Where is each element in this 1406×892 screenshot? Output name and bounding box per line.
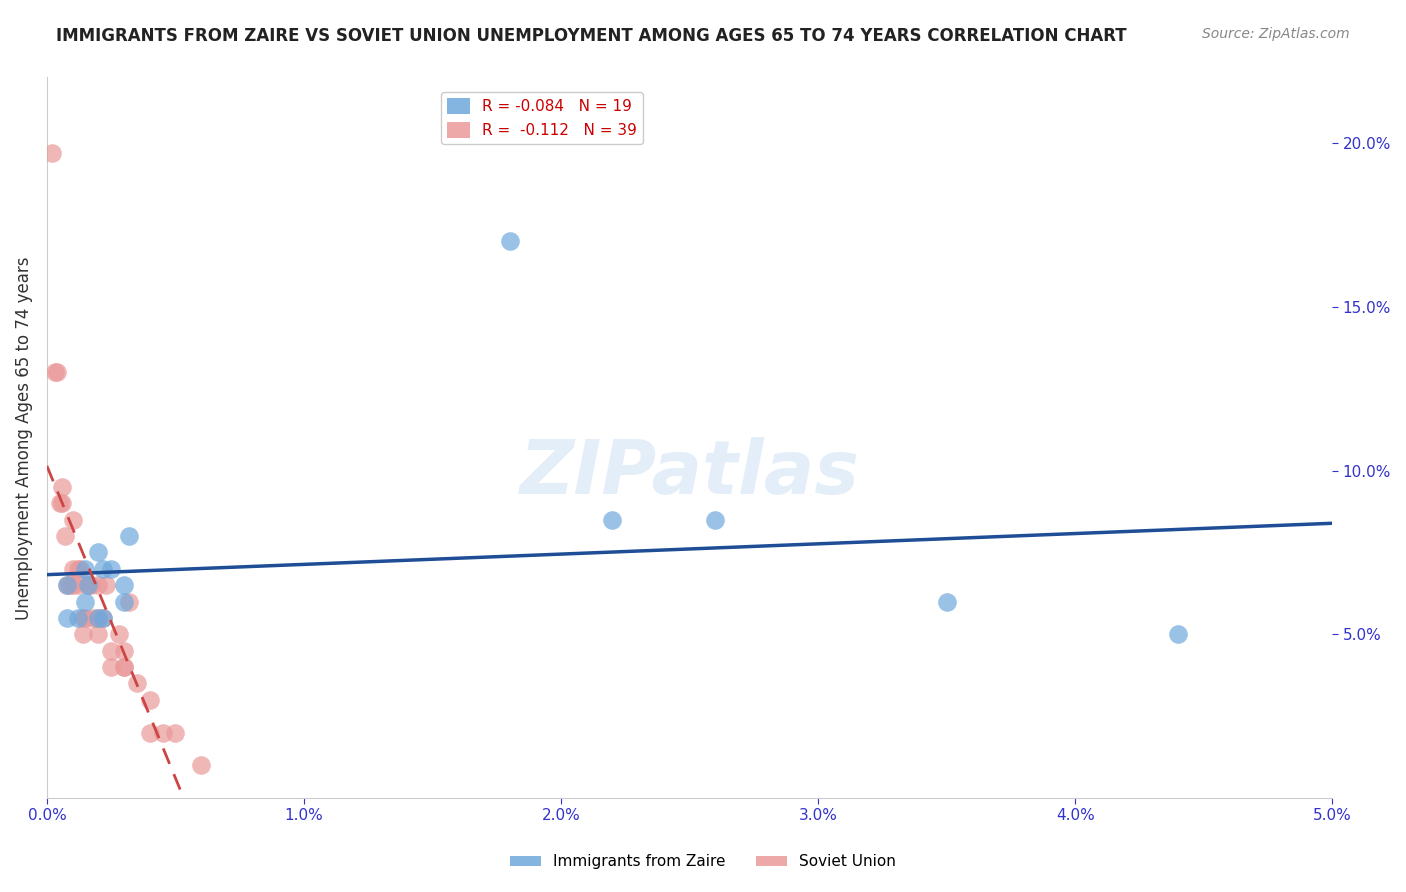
Point xyxy=(704,513,727,527)
Point xyxy=(56,611,79,625)
Point xyxy=(75,611,97,625)
Point xyxy=(138,725,160,739)
Point xyxy=(112,643,135,657)
Point xyxy=(51,480,73,494)
Point xyxy=(72,627,94,641)
Point xyxy=(62,578,84,592)
Point xyxy=(152,725,174,739)
Point xyxy=(48,496,70,510)
Point xyxy=(94,578,117,592)
Point xyxy=(93,611,115,625)
Point xyxy=(93,611,115,625)
Point xyxy=(51,496,73,510)
Point xyxy=(190,758,212,772)
Point xyxy=(66,578,89,592)
Point xyxy=(77,578,100,592)
Point xyxy=(112,660,135,674)
Point xyxy=(79,578,101,592)
Point xyxy=(100,643,122,657)
Point xyxy=(62,513,84,527)
Point xyxy=(93,562,115,576)
Point xyxy=(56,578,79,592)
Point xyxy=(62,562,84,576)
Legend: Immigrants from Zaire, Soviet Union: Immigrants from Zaire, Soviet Union xyxy=(505,848,901,875)
Point xyxy=(935,594,957,608)
Point xyxy=(112,660,135,674)
Point xyxy=(75,594,97,608)
Point xyxy=(72,611,94,625)
Point xyxy=(87,578,110,592)
Point xyxy=(66,562,89,576)
Point xyxy=(56,578,79,592)
Point xyxy=(165,725,187,739)
Point xyxy=(125,676,148,690)
Point xyxy=(41,145,63,160)
Point xyxy=(138,693,160,707)
Point xyxy=(112,578,135,592)
Point xyxy=(100,660,122,674)
Point xyxy=(59,578,82,592)
Point xyxy=(87,627,110,641)
Text: Source: ZipAtlas.com: Source: ZipAtlas.com xyxy=(1202,27,1350,41)
Point xyxy=(1167,627,1189,641)
Point xyxy=(112,594,135,608)
Point xyxy=(108,627,131,641)
Point xyxy=(602,513,624,527)
Point xyxy=(100,562,122,576)
Point xyxy=(66,611,89,625)
Point xyxy=(44,365,66,379)
Text: IMMIGRANTS FROM ZAIRE VS SOVIET UNION UNEMPLOYMENT AMONG AGES 65 TO 74 YEARS COR: IMMIGRANTS FROM ZAIRE VS SOVIET UNION UN… xyxy=(56,27,1126,45)
Point xyxy=(82,611,104,625)
Point xyxy=(118,594,141,608)
Point xyxy=(75,562,97,576)
Point xyxy=(53,529,76,543)
Point xyxy=(118,529,141,543)
Point xyxy=(498,234,520,248)
Text: ZIPatlas: ZIPatlas xyxy=(520,437,859,510)
Point xyxy=(87,611,110,625)
Point xyxy=(77,578,100,592)
Point xyxy=(87,611,110,625)
Point xyxy=(87,545,110,559)
Legend: R = -0.084   N = 19, R =  -0.112   N = 39: R = -0.084 N = 19, R = -0.112 N = 39 xyxy=(440,92,643,145)
Point xyxy=(46,365,69,379)
Y-axis label: Unemployment Among Ages 65 to 74 years: Unemployment Among Ages 65 to 74 years xyxy=(15,256,32,620)
Point xyxy=(69,562,91,576)
